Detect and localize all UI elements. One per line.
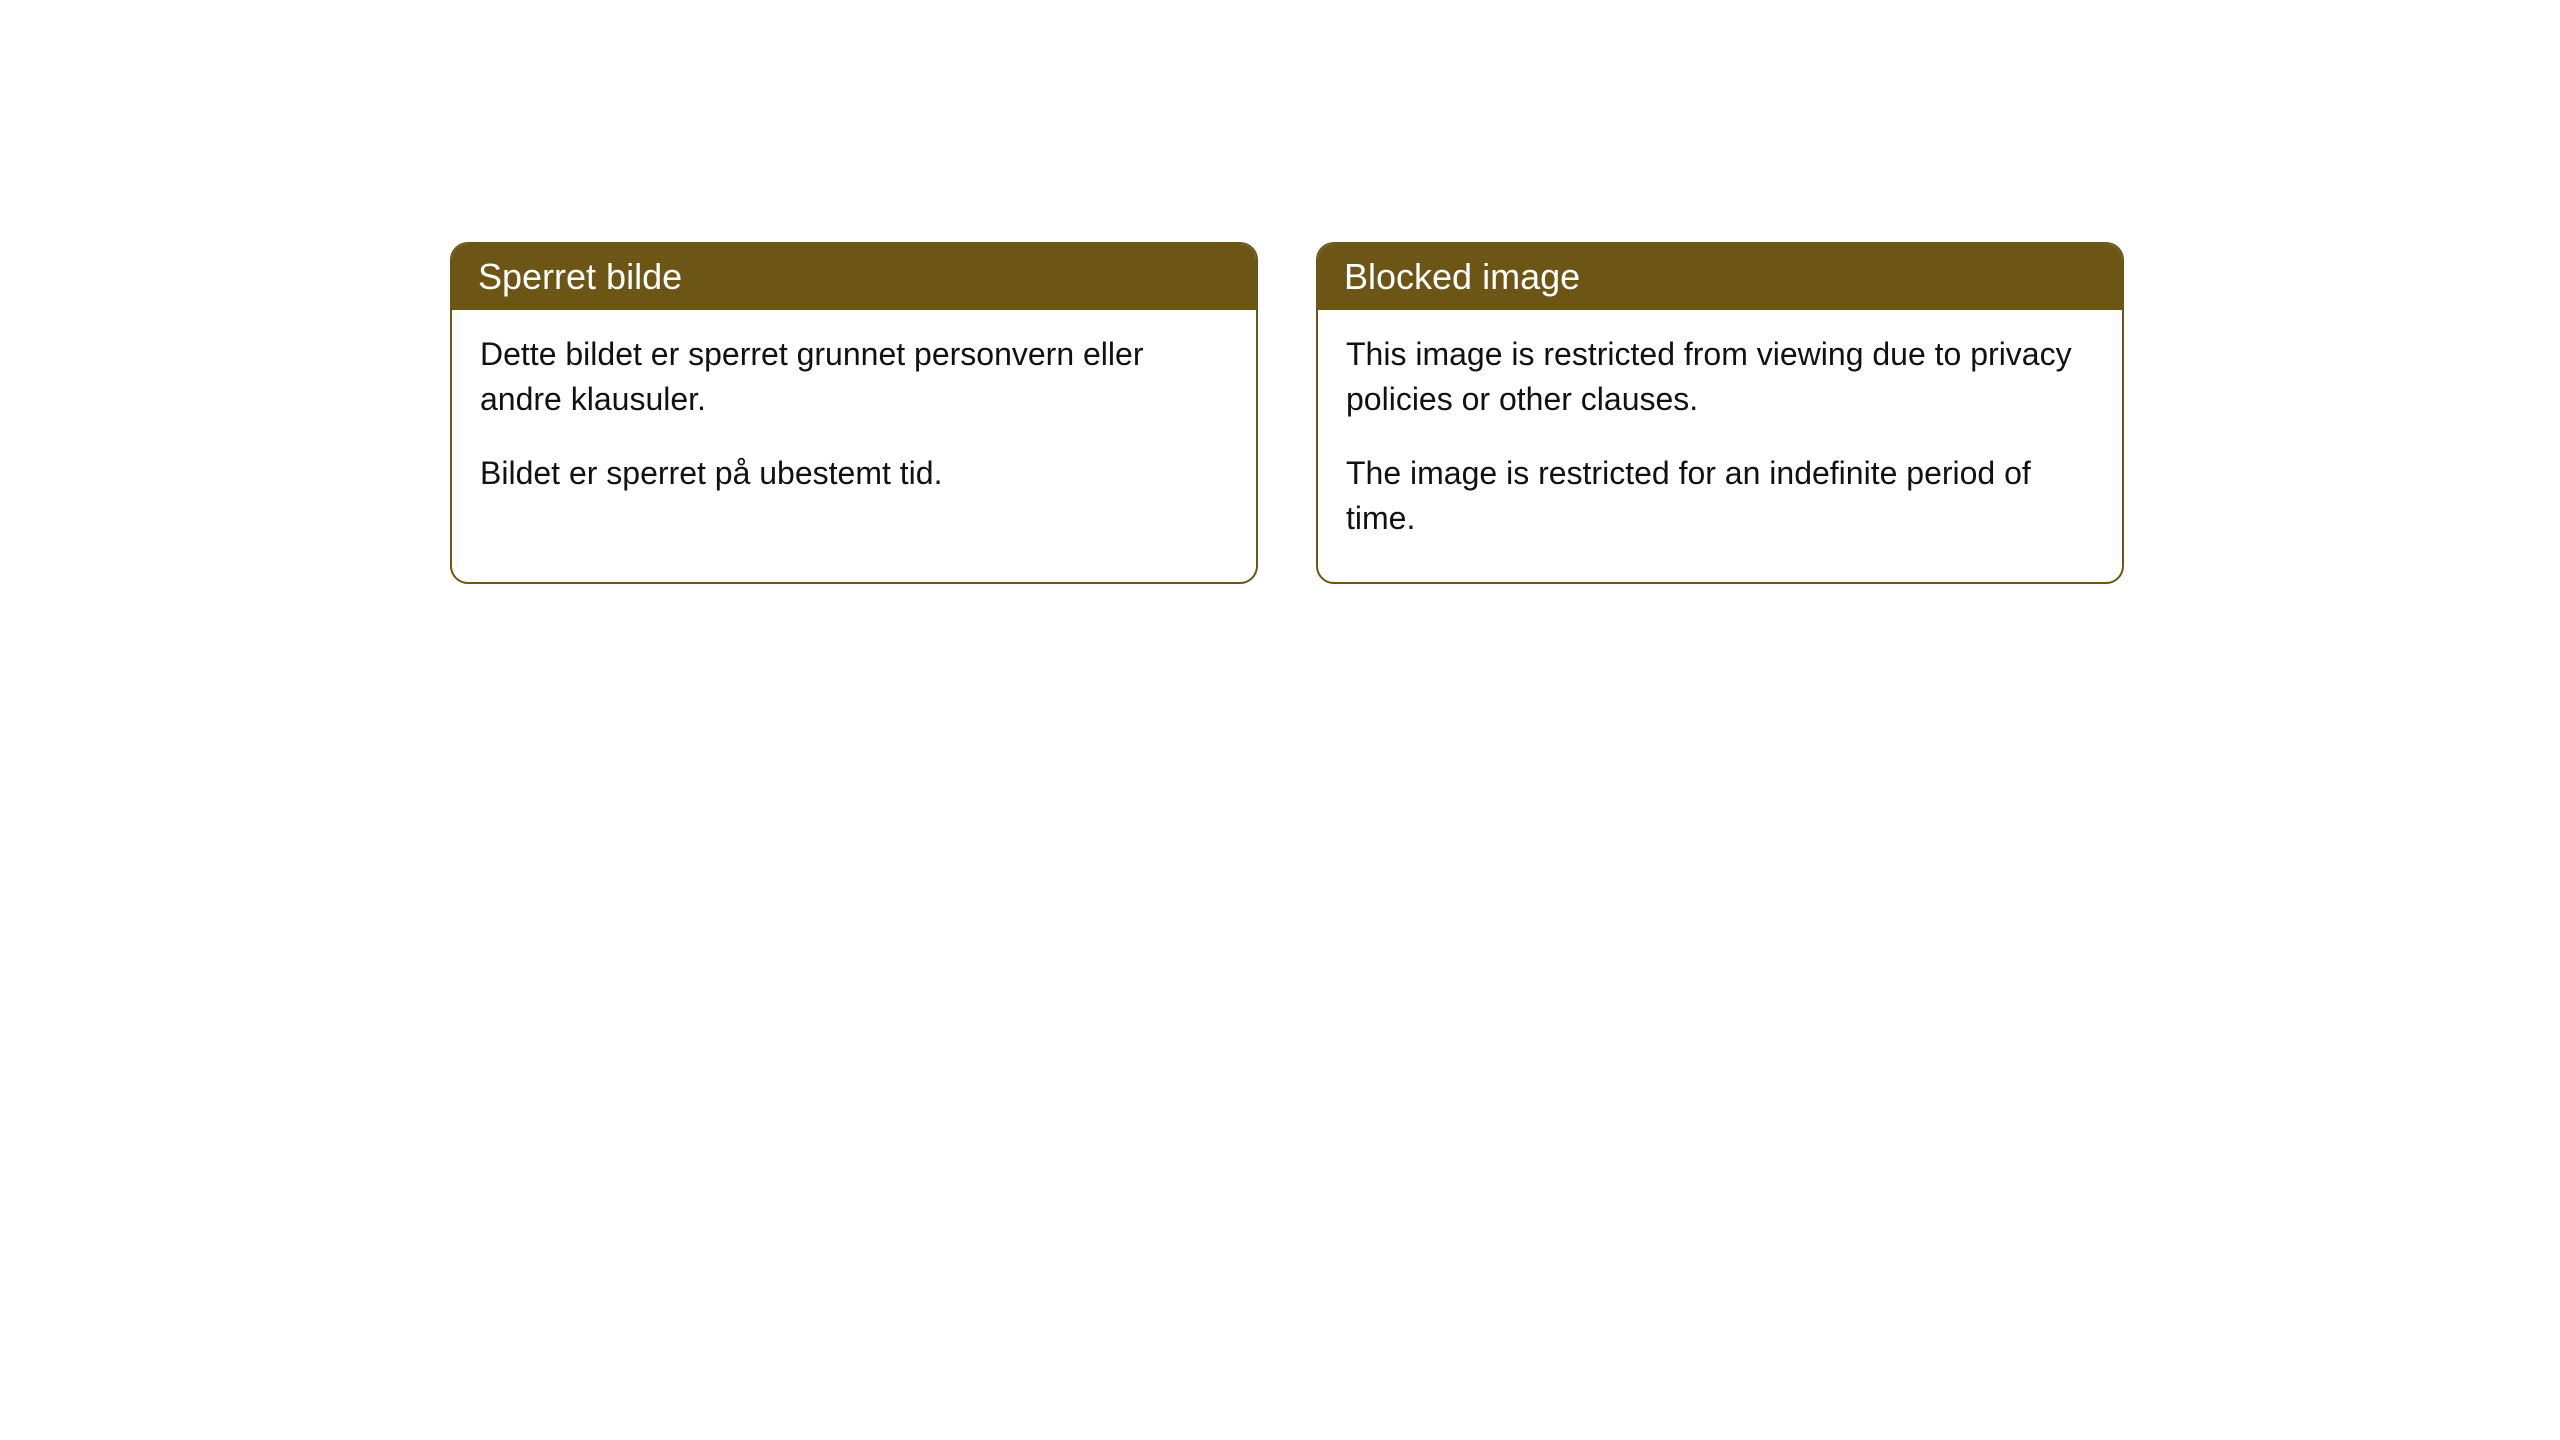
card-body: Dette bildet er sperret grunnet personve…	[452, 310, 1256, 536]
notice-paragraph: The image is restricted for an indefinit…	[1346, 451, 2094, 542]
card-body: This image is restricted from viewing du…	[1318, 310, 2122, 582]
notice-paragraph: Bildet er sperret på ubestemt tid.	[480, 451, 1228, 496]
notice-card-norwegian: Sperret bilde Dette bildet er sperret gr…	[450, 242, 1258, 584]
notice-paragraph: Dette bildet er sperret grunnet personve…	[480, 332, 1228, 423]
notice-paragraph: This image is restricted from viewing du…	[1346, 332, 2094, 423]
card-header: Blocked image	[1318, 244, 2122, 310]
card-header: Sperret bilde	[452, 244, 1256, 310]
notice-container: Sperret bilde Dette bildet er sperret gr…	[450, 242, 2124, 584]
notice-card-english: Blocked image This image is restricted f…	[1316, 242, 2124, 584]
